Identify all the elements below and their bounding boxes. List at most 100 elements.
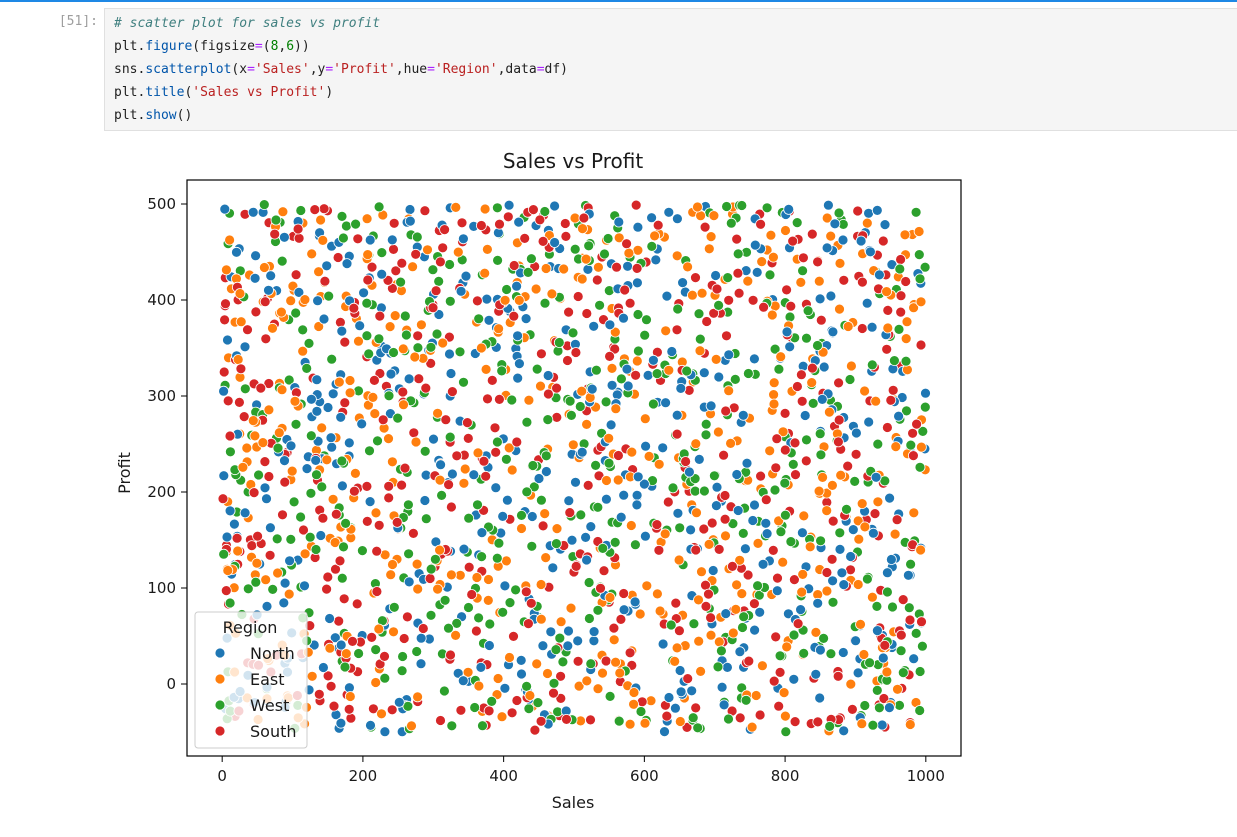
data-point-north [663, 692, 675, 703]
data-point-east [398, 399, 409, 411]
data-point-west [388, 601, 400, 613]
data-point-north [632, 471, 644, 483]
data-point-south [399, 462, 411, 474]
code-cell-editor[interactable]: # scatter plot for sales vs profit plt.f… [104, 8, 1237, 131]
legend-marker-west [214, 699, 226, 711]
data-point-north [285, 440, 297, 452]
data-point-east [606, 362, 618, 374]
data-point-west [443, 622, 454, 634]
data-point-west [919, 261, 931, 273]
data-point-west [429, 553, 441, 565]
data-point-east [297, 345, 309, 357]
data-point-north [404, 204, 416, 215]
code-token: = [536, 62, 545, 77]
data-point-west [574, 401, 586, 412]
data-point-south [332, 252, 344, 263]
data-point-west [648, 398, 659, 410]
data-point-south [548, 687, 559, 699]
data-point-south [259, 456, 271, 468]
data-point-east [916, 441, 927, 453]
data-point-south [572, 655, 584, 667]
data-point-north [686, 685, 698, 697]
data-point-west [383, 390, 395, 402]
data-point-east [608, 634, 620, 646]
data-point-north [404, 215, 416, 227]
data-point-east [249, 430, 261, 442]
data-point-north [723, 349, 735, 361]
data-point-west [872, 438, 884, 450]
code-token: = [427, 62, 435, 77]
data-point-west [469, 702, 481, 713]
data-point-north [265, 270, 277, 282]
data-point-south [434, 256, 446, 268]
data-point-south [347, 635, 358, 647]
data-point-south [483, 705, 495, 717]
data-point-west [316, 481, 328, 493]
data-point-south [348, 485, 360, 497]
data-point-east [764, 445, 776, 457]
data-point-east [388, 626, 399, 638]
data-point-north [415, 658, 427, 670]
data-point-west [436, 489, 448, 501]
data-point-south [833, 436, 844, 448]
data-point-south [619, 284, 631, 296]
data-point-south [408, 427, 420, 439]
data-point-west [336, 211, 348, 222]
data-point-east [723, 385, 735, 397]
data-point-north [823, 199, 834, 211]
data-point-north [499, 580, 511, 592]
data-point-south [377, 414, 389, 426]
data-point-south [361, 515, 373, 527]
data-point-west [297, 324, 309, 336]
data-point-south [661, 710, 673, 722]
data-point-east [283, 588, 295, 600]
data-point-east [286, 465, 298, 477]
data-point-north [364, 234, 376, 246]
data-point-west [491, 202, 503, 214]
data-point-west [267, 583, 279, 595]
data-point-north [403, 576, 415, 588]
data-point-west [583, 240, 595, 252]
data-point-north [685, 524, 696, 536]
data-point-west [729, 373, 741, 385]
data-point-west [592, 604, 604, 616]
data-point-west [276, 255, 288, 267]
data-point-south [508, 630, 519, 642]
data-point-north [821, 242, 833, 254]
data-point-north [884, 492, 895, 504]
code-token: plt. [114, 108, 146, 123]
data-point-east [235, 316, 247, 328]
data-point-south [877, 235, 889, 247]
data-point-north [705, 400, 717, 412]
data-point-south [293, 232, 305, 244]
data-point-south [582, 479, 594, 491]
data-point-north [847, 524, 859, 536]
data-point-south [263, 471, 275, 482]
data-point-west [791, 217, 803, 228]
data-point-east [542, 668, 553, 679]
chart-title: Sales vs Profit [503, 149, 644, 173]
data-point-north [585, 521, 597, 533]
data-point-north [386, 234, 398, 246]
data-point-east [696, 287, 708, 299]
data-point-north [783, 608, 794, 620]
data-point-west [674, 522, 686, 534]
data-point-east [777, 556, 789, 568]
data-point-east [370, 507, 382, 519]
data-point-south [424, 573, 436, 584]
data-point-west [713, 299, 724, 311]
data-point-north [615, 511, 627, 523]
data-point-south [732, 267, 744, 279]
code-token: 'Profit' [333, 62, 396, 77]
data-point-north [279, 455, 290, 467]
data-point-south [595, 582, 606, 594]
data-point-east [592, 261, 604, 273]
data-point-south [832, 670, 844, 682]
data-point-east [289, 395, 301, 407]
data-point-north [476, 527, 488, 539]
data-point-west [693, 308, 705, 320]
data-point-north [483, 640, 495, 651]
data-point-north [874, 269, 885, 281]
data-point-south [535, 715, 547, 727]
data-point-north [740, 543, 751, 555]
